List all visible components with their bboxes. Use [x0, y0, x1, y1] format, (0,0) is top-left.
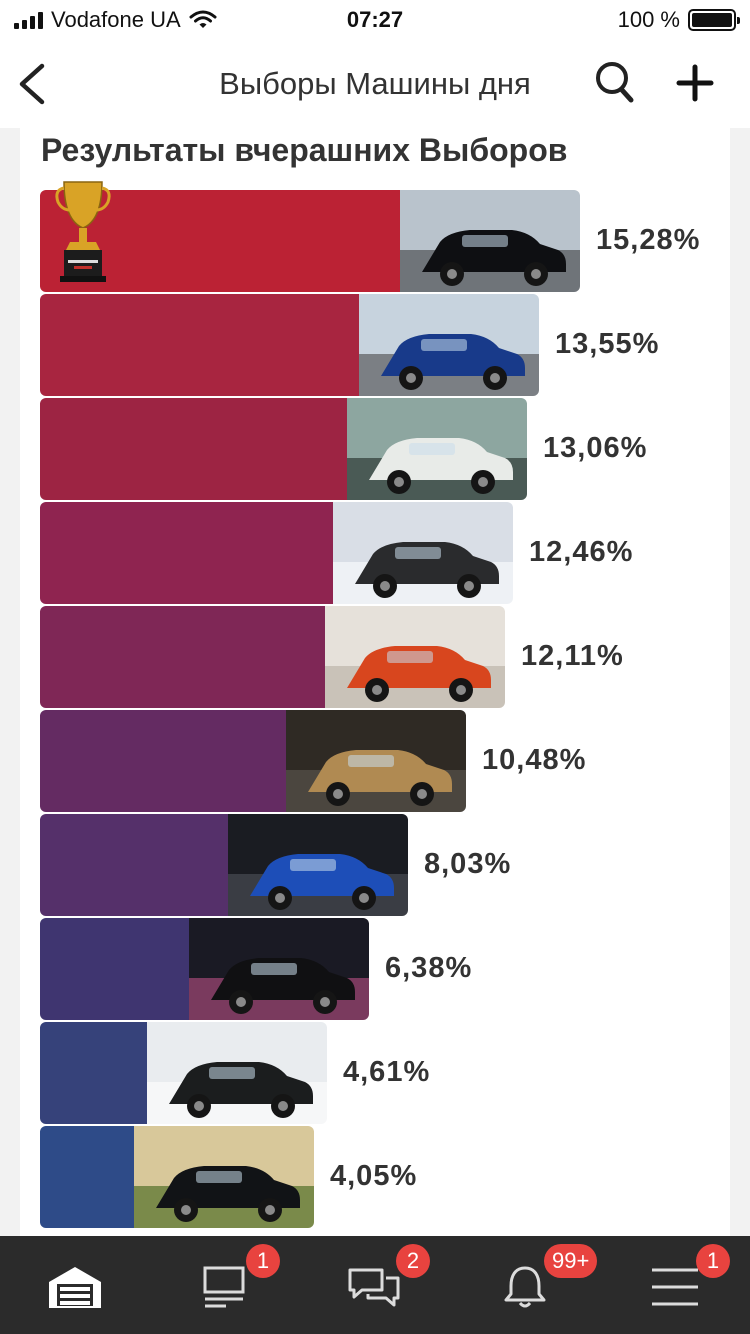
- notifications-badge: 99+: [544, 1244, 598, 1278]
- menu-icon: [652, 1268, 698, 1306]
- page-title: Выборы Машины дня: [219, 66, 531, 101]
- results-card: Результаты вчерашних Выборов 15,28% 13,55…: [20, 128, 730, 1236]
- result-bar[interactable]: [40, 1126, 314, 1228]
- result-row[interactable]: 13,06%: [40, 398, 720, 500]
- garage-icon: [49, 1267, 101, 1308]
- tab-menu[interactable]: 1: [600, 1236, 750, 1334]
- car-photo: [286, 710, 466, 812]
- battery-label: 100 %: [617, 7, 680, 32]
- result-percent: 13,06%: [543, 432, 648, 464]
- messages-badge: 2: [396, 1244, 430, 1278]
- tab-messages[interactable]: 2: [300, 1236, 450, 1334]
- result-row[interactable]: 8,03%: [40, 814, 720, 916]
- result-bar[interactable]: [40, 814, 408, 916]
- car-photo: [325, 606, 505, 708]
- car-photo: [134, 1126, 314, 1228]
- tab-notifications[interactable]: 99+: [450, 1236, 600, 1334]
- car-photo: [333, 502, 513, 604]
- result-row[interactable]: 6,38%: [40, 918, 720, 1020]
- wifi-icon: [189, 10, 217, 28]
- result-percent: 15,28%: [596, 224, 701, 256]
- menu-badge: 1: [696, 1244, 730, 1278]
- result-bar[interactable]: [40, 190, 580, 292]
- result-bar-fill: [40, 814, 228, 916]
- result-row[interactable]: 12,46%: [40, 502, 720, 604]
- result-bar[interactable]: [40, 502, 513, 604]
- result-bar-fill: [40, 918, 189, 1020]
- car-photo: [400, 190, 580, 292]
- feed-badge: 1: [246, 1244, 280, 1278]
- result-row[interactable]: 12,11%: [40, 606, 720, 708]
- car-photo: [147, 1022, 327, 1124]
- search-icon[interactable]: [594, 60, 636, 106]
- result-row[interactable]: 4,05%: [40, 1126, 720, 1228]
- nav-bar: Выборы Машины дня: [0, 40, 750, 128]
- result-percent: 13,55%: [555, 328, 660, 360]
- status-right: 100 %: [617, 7, 740, 33]
- result-bar-fill: [40, 502, 333, 604]
- result-bar-fill: [40, 398, 347, 500]
- section-title: Результаты вчерашних Выборов: [41, 132, 568, 168]
- result-bar-fill: [40, 606, 325, 708]
- tab-bar: 1 2 99+ 1: [0, 1236, 750, 1334]
- signal-icon: [14, 11, 43, 29]
- feed-icon: [203, 1266, 245, 1308]
- result-row[interactable]: 13,55%: [40, 294, 720, 396]
- result-bar[interactable]: [40, 710, 466, 812]
- result-bar[interactable]: [40, 294, 539, 396]
- result-bar[interactable]: [40, 606, 505, 708]
- result-percent: 4,61%: [343, 1056, 431, 1088]
- status-bar: Vodafone UA 07:27 100 %: [0, 0, 750, 40]
- result-percent: 4,05%: [330, 1160, 418, 1192]
- trophy-icon: [55, 181, 111, 282]
- battery-icon: [688, 9, 740, 31]
- status-left: Vodafone UA: [14, 7, 217, 33]
- car-photo: [189, 918, 369, 1020]
- result-bar-fill: [40, 1126, 134, 1228]
- chat-icon: [348, 1268, 400, 1307]
- add-icon[interactable]: [676, 64, 714, 102]
- car-photo: [347, 398, 527, 500]
- result-row[interactable]: 10,48%: [40, 710, 720, 812]
- result-percent: 8,03%: [424, 848, 512, 880]
- car-photo: [228, 814, 408, 916]
- carrier-label: Vodafone UA: [51, 7, 181, 32]
- result-percent: 12,11%: [521, 640, 624, 672]
- tab-feed[interactable]: 1: [150, 1236, 300, 1334]
- result-bar[interactable]: [40, 1022, 327, 1124]
- result-bar-fill: [40, 1022, 147, 1124]
- tab-garage[interactable]: [0, 1236, 150, 1334]
- result-bar-fill: [40, 710, 286, 812]
- back-chevron-icon[interactable]: [14, 62, 50, 106]
- result-bar-fill: [40, 294, 359, 396]
- bell-icon: [504, 1266, 546, 1308]
- result-percent: 12,46%: [529, 536, 634, 568]
- result-row[interactable]: 4,61%: [40, 1022, 720, 1124]
- result-bar[interactable]: [40, 398, 527, 500]
- result-bar[interactable]: [40, 918, 369, 1020]
- result-row[interactable]: 15,28%: [40, 181, 720, 292]
- result-percent: 10,48%: [482, 744, 587, 776]
- result-percent: 6,38%: [385, 952, 473, 984]
- car-photo: [359, 294, 539, 396]
